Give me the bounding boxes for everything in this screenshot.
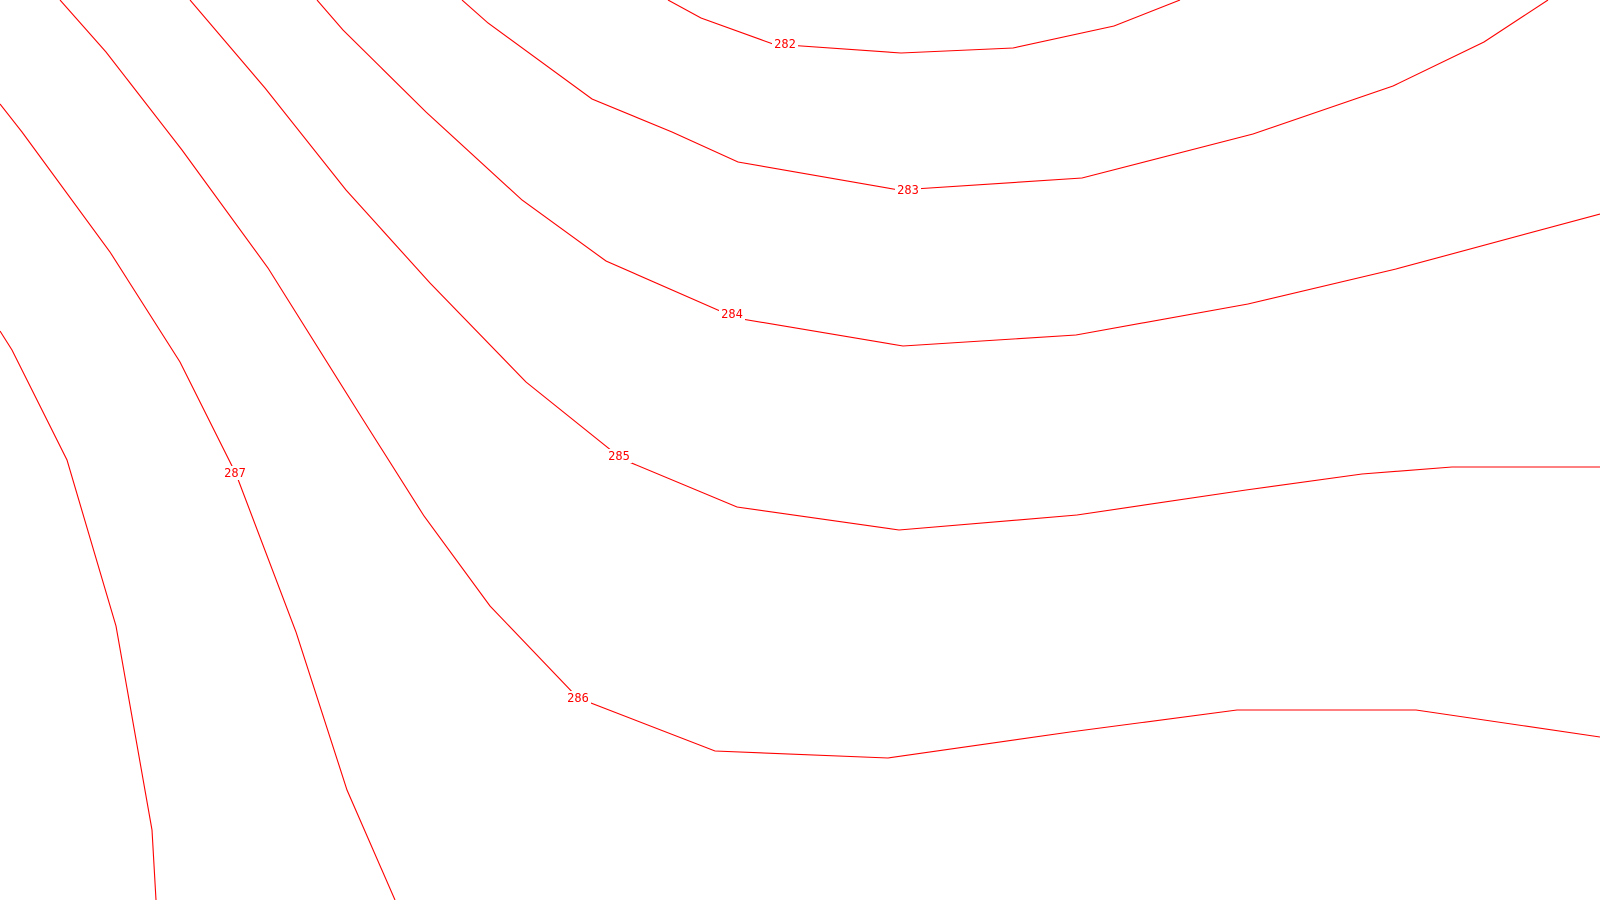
- contour-label: 284: [721, 307, 743, 321]
- contour-line-287: [0, 103, 396, 900]
- contour-label: 285: [608, 449, 630, 463]
- contour-label: 287: [224, 466, 246, 480]
- contour-label-background: [222, 466, 248, 480]
- contour-line-282: [667, 0, 1181, 54]
- contour-label-layer: 282 283 284 285 286 287: [222, 37, 921, 705]
- contour-label-background: [772, 37, 798, 51]
- contour-label-background: [895, 183, 921, 197]
- contour-label: 283: [897, 183, 919, 197]
- contour-line-288: [0, 330, 157, 900]
- contour-label-background: [719, 307, 745, 321]
- contour-label: 282: [774, 37, 796, 51]
- contour-label-background: [565, 691, 591, 705]
- contour-label: 286: [567, 691, 589, 705]
- contour-line-285: [189, 0, 1600, 531]
- contour-label-background: [606, 449, 632, 463]
- contour-line-286: [59, 0, 1600, 759]
